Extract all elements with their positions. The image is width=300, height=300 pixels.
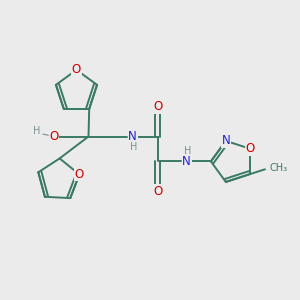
Text: O: O bbox=[72, 63, 81, 76]
Text: O: O bbox=[75, 168, 84, 181]
Text: CH₃: CH₃ bbox=[269, 163, 288, 173]
Text: O: O bbox=[153, 185, 162, 198]
Text: O: O bbox=[153, 100, 162, 113]
Text: O: O bbox=[50, 130, 58, 143]
Text: N: N bbox=[182, 155, 191, 168]
Text: H: H bbox=[130, 142, 137, 152]
Text: N: N bbox=[128, 130, 137, 143]
Text: O: O bbox=[245, 142, 255, 155]
Text: H: H bbox=[184, 146, 191, 156]
Text: H: H bbox=[33, 126, 40, 136]
Text: N: N bbox=[221, 134, 230, 147]
